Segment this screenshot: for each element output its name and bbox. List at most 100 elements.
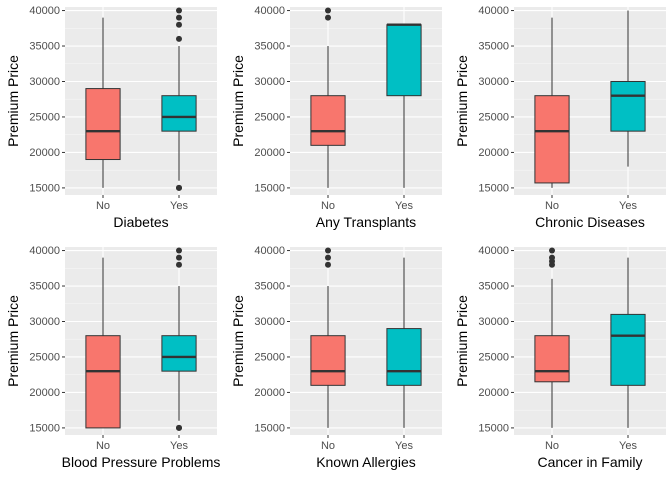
outlier-point	[549, 254, 555, 261]
panel-6: 15000 20000 25000 30000 35000 40000 No Yes Cance…	[454, 245, 666, 470]
outlier-point	[176, 254, 182, 261]
box-body	[85, 335, 121, 429]
outlier-point	[325, 254, 331, 261]
y-tick-label: 25000	[254, 111, 285, 123]
box-yes	[386, 23, 422, 188]
y-tick-label: 40000	[29, 5, 60, 17]
box-body	[85, 88, 121, 161]
y-tick-label: 15000	[478, 182, 509, 194]
x-tick-label: No	[545, 200, 559, 212]
box-yes	[386, 257, 422, 428]
outlier-point	[325, 7, 331, 14]
outlier-point	[176, 7, 182, 14]
x-tick-label: Yes	[170, 440, 188, 452]
y-tick-label: 30000	[254, 316, 285, 328]
y-tick-label: 30000	[29, 76, 60, 88]
outlier-point	[325, 261, 331, 268]
box-body	[610, 313, 646, 386]
box-body	[161, 95, 197, 132]
y-tick-label: 20000	[254, 387, 285, 399]
box-body	[386, 24, 422, 97]
outlier-point	[176, 35, 182, 42]
y-tick-label: 35000	[29, 281, 60, 293]
y-tick-label: 30000	[29, 316, 60, 328]
x-tick-label: Yes	[395, 440, 413, 452]
y-tick-label: 25000	[478, 351, 509, 363]
outlier-point	[549, 247, 555, 254]
x-axis-title: Any Transplants	[316, 214, 416, 230]
y-tick-label: 20000	[254, 147, 285, 159]
y-tick-label: 30000	[254, 76, 285, 88]
box-body	[310, 335, 346, 386]
box-yes	[161, 247, 197, 431]
outlier-point	[176, 21, 182, 28]
y-tick-label: 35000	[478, 281, 509, 293]
outlier-point	[325, 14, 331, 21]
y-tick-label: 40000	[478, 245, 509, 257]
y-tick-label: 35000	[254, 41, 285, 53]
y-tick-label: 15000	[29, 422, 60, 434]
x-tick-label: Yes	[619, 200, 637, 212]
outlier-point	[176, 184, 182, 191]
y-axis-title: Premium Price	[5, 295, 21, 387]
y-tick-label: 25000	[29, 351, 60, 363]
y-tick-label: 25000	[29, 111, 60, 123]
panel-1: 15000 20000 25000 30000 35000 40000 No YesDiabe…	[5, 5, 217, 230]
y-tick-label: 15000	[254, 422, 285, 434]
x-axis-title: Blood Pressure Problems	[62, 454, 221, 470]
y-tick-label: 35000	[478, 41, 509, 53]
panel-5: 15000 20000 25000 30000 35000 40000 No Yes Known…	[230, 245, 442, 470]
box-body	[534, 335, 570, 383]
box-body	[161, 335, 197, 372]
box-no	[85, 17, 121, 188]
y-tick-label: 20000	[478, 387, 509, 399]
box-no	[310, 247, 346, 428]
box-no	[310, 7, 346, 188]
y-tick-label: 40000	[254, 5, 285, 17]
box-yes	[161, 7, 197, 191]
panel-2: 15000 20000 25000 30000 35000 40000 No Yes Any T…	[230, 5, 442, 230]
y-axis-title: Premium Price	[230, 55, 246, 147]
panel-3: 15000 20000 25000 30000 35000 40000 No Yes Chron…	[454, 5, 666, 230]
x-axis-title: Chronic Diseases	[535, 214, 645, 230]
box-yes	[610, 257, 646, 428]
outlier-point	[176, 14, 182, 21]
outlier-point	[325, 247, 331, 254]
x-tick-label: No	[96, 440, 110, 452]
x-tick-label: No	[545, 440, 559, 452]
outlier-point	[176, 261, 182, 268]
outlier-point	[176, 247, 182, 254]
y-tick-label: 15000	[478, 422, 509, 434]
y-axis-title: Premium Price	[5, 55, 21, 147]
y-tick-label: 20000	[478, 147, 509, 159]
y-tick-label: 20000	[29, 387, 60, 399]
box-body	[310, 95, 346, 146]
y-tick-label: 25000	[254, 351, 285, 363]
box-yes	[610, 10, 646, 167]
x-axis-title: Cancer in Family	[537, 454, 642, 470]
y-tick-label: 25000	[478, 111, 509, 123]
y-tick-label: 30000	[478, 316, 509, 328]
y-tick-label: 35000	[29, 41, 60, 53]
y-axis-title: Premium Price	[454, 295, 470, 387]
y-axis-title: Premium Price	[454, 55, 470, 147]
x-axis-title: Diabetes	[113, 214, 168, 230]
x-tick-label: Yes	[170, 200, 188, 212]
x-axis-title: Known Allergies	[316, 454, 416, 470]
x-tick-label: No	[321, 200, 335, 212]
y-tick-label: 30000	[478, 76, 509, 88]
box-no	[534, 17, 570, 188]
y-tick-label: 40000	[478, 5, 509, 17]
y-tick-label: 35000	[254, 281, 285, 293]
y-tick-label: 15000	[29, 182, 60, 194]
box-body	[610, 80, 646, 132]
y-tick-label: 20000	[29, 147, 60, 159]
y-tick-label: 40000	[254, 245, 285, 257]
x-tick-label: No	[321, 440, 335, 452]
x-tick-label: No	[96, 200, 110, 212]
box-no	[85, 257, 121, 429]
panel-4: 15000 20000 25000 30000 35000 40000 No Yes Blood…	[5, 245, 220, 470]
x-tick-label: Yes	[619, 440, 637, 452]
